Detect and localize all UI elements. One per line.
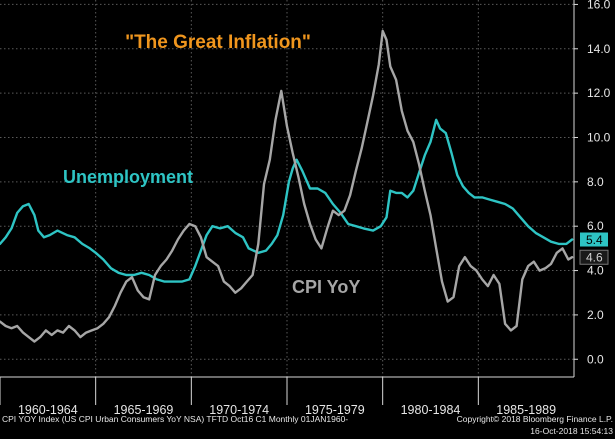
footer-timestamp: 16-Oct-2018 15:54:13 xyxy=(530,426,613,436)
last-value-box xyxy=(580,232,608,247)
x-axis-ticks: 1960-1964 1965-1969 1970-1974 1975-1979 1980… xyxy=(0,377,556,417)
last-value-label: 5.4 xyxy=(586,233,603,247)
y-tick-label: 8.0 xyxy=(587,175,604,189)
y-tick-label: 14.0 xyxy=(587,42,611,56)
x-tick-label: 1975-1979 xyxy=(305,403,365,417)
y-tick-label: 0.0 xyxy=(587,352,604,366)
y-tick-label: 10.0 xyxy=(587,130,611,144)
x-tick-label: 1965-1969 xyxy=(114,403,174,417)
y-tick-label: 12.0 xyxy=(587,86,611,100)
y-tick-label: 6.0 xyxy=(587,219,604,233)
cpi-annotation: CPI YoY xyxy=(292,277,360,297)
series-line-cpi-yoy xyxy=(0,29,574,343)
unemployment-annotation: Unemployment xyxy=(63,167,193,187)
y-tick-label: 16.0 xyxy=(587,0,611,11)
last-value-box xyxy=(579,249,609,265)
x-tick-label: 1985-1989 xyxy=(496,403,556,417)
series-line-unemployment xyxy=(0,118,574,283)
footer-source: CPI YOY Index (US CPI Urban Consumers Yo… xyxy=(2,414,348,424)
last-value-label: 4.6 xyxy=(586,251,603,265)
footer-copyright: Copyright© 2018 Bloomberg Finance L.P. xyxy=(457,414,613,424)
y-tick-label: 2.0 xyxy=(587,308,604,322)
series-lines xyxy=(0,29,574,343)
x-tick-label: 1970-1974 xyxy=(209,403,269,417)
x-tick-label: 1960-1964 xyxy=(18,403,78,417)
y-tick-label: 4.0 xyxy=(587,264,604,278)
y-axis-ticks: 16.0 14.0 12.0 10.0 8.0 6.0 4.0 2.0 0.0 xyxy=(574,0,611,366)
chart-title: "The Great Inflation" xyxy=(125,32,311,53)
last-value-labels: 5.44.6 xyxy=(579,232,609,265)
x-tick-label: 1980-1984 xyxy=(401,403,461,417)
